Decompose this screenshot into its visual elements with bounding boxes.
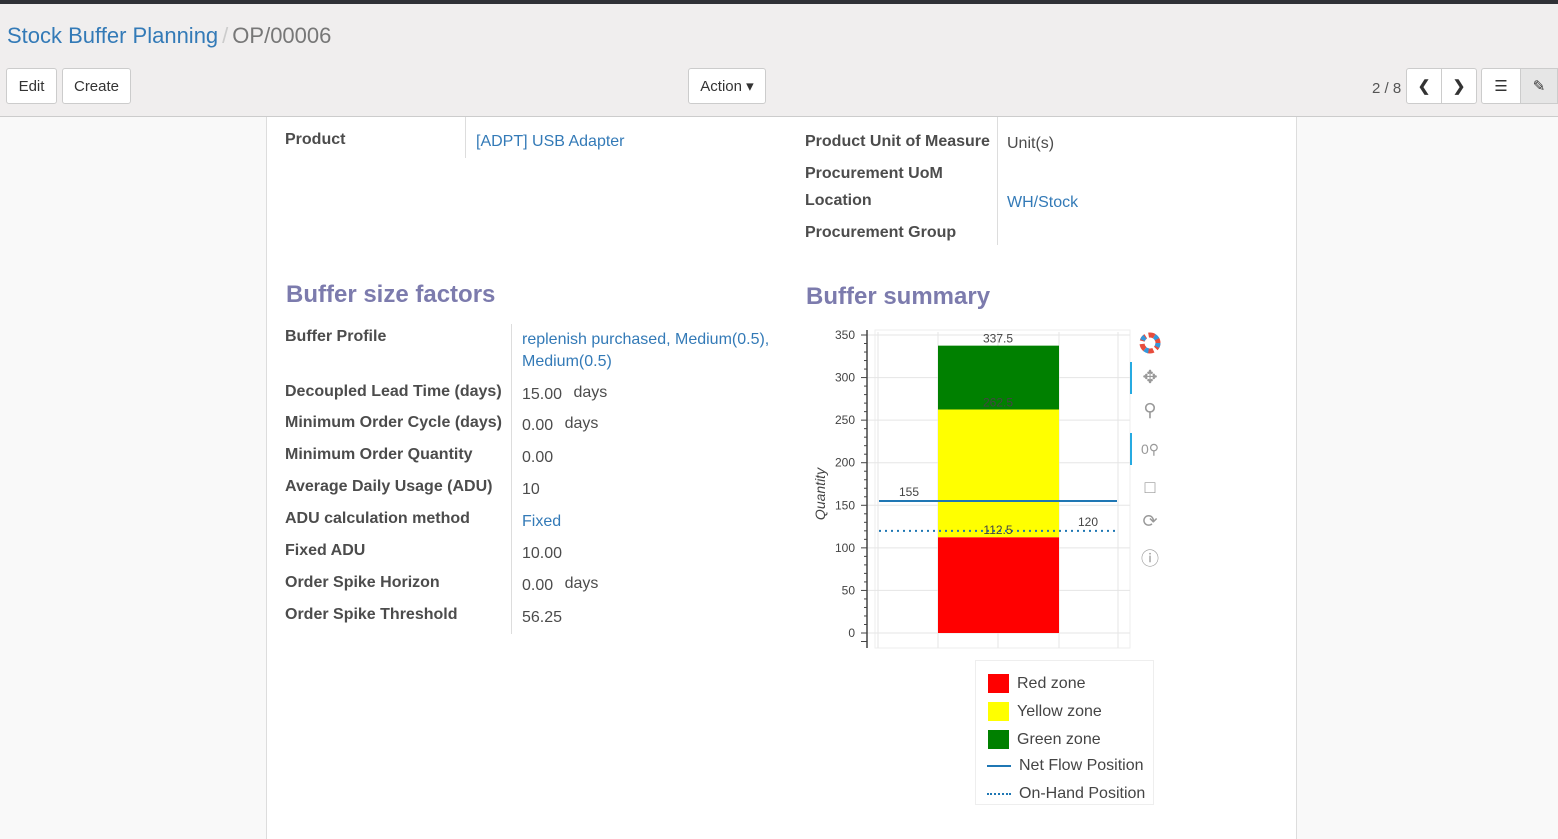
legend-label: Net Flow Position	[1019, 757, 1144, 774]
chevron-left-icon: ❮	[1417, 78, 1431, 95]
bar-green-zone	[938, 345, 1059, 410]
chevron-right-icon: ❯	[1452, 78, 1466, 95]
uom-value: Unit(s)	[1007, 135, 1055, 152]
y-tick-label: 0	[848, 626, 855, 640]
legend-swatch	[988, 674, 1009, 693]
top-bar	[0, 0, 1558, 4]
legend-swatch	[988, 730, 1009, 749]
tool-active-indicator	[1130, 362, 1132, 394]
edit-button[interactable]: Edit	[6, 68, 57, 104]
pager-value: 2 / 8	[1372, 80, 1402, 97]
breadcrumb-current: OP/00006	[232, 23, 332, 48]
list-view-icon: ☰	[1494, 78, 1508, 95]
legend-red-zone: Red zone	[988, 674, 1086, 693]
factor-value: 56.25	[522, 609, 563, 626]
divider	[997, 117, 998, 245]
wheel-zoom-icon[interactable]: 0⚲	[1140, 441, 1160, 457]
chart-legend: Red zone Yellow zone Green zone Net Flow…	[975, 660, 1154, 805]
location-value[interactable]: WH/Stock	[1007, 194, 1079, 211]
y-axis-label: Quantity	[812, 467, 828, 520]
factor-unit: days	[564, 575, 599, 592]
zone-data-label: 337.5	[983, 332, 1013, 346]
breadcrumb: Stock Buffer Planning / OP/00006	[7, 23, 331, 49]
y-tick-label: 150	[835, 498, 855, 512]
factor-label: Decoupled Lead Time (days)	[285, 383, 502, 400]
factor-label: Order Spike Horizon	[285, 574, 440, 591]
factor-value[interactable]: Fixed	[522, 513, 562, 530]
uom-label: Product Unit of Measure	[805, 133, 990, 150]
factor-value: 10.00	[522, 545, 563, 562]
y-tick-label: 250	[835, 413, 855, 427]
help-icon[interactable]: ⓘ	[1141, 549, 1159, 569]
legend-yellow-zone: Yellow zone	[988, 702, 1102, 721]
y-tick-label: 200	[835, 456, 855, 470]
pager-next-button[interactable]: ❯	[1441, 68, 1477, 104]
factor-label: Minimum Order Cycle (days)	[285, 414, 502, 431]
legend-on-hand: On-Hand Position	[987, 785, 1146, 803]
procurement-uom-label: Procurement UoM	[805, 165, 943, 182]
pan-icon[interactable]: ✥	[1142, 367, 1158, 387]
buffer-size-factors-title: Buffer size factors	[286, 281, 496, 308]
legend-label: Yellow zone	[1017, 702, 1102, 720]
list-view-button[interactable]: ☰	[1481, 68, 1521, 104]
line-data-label: 155	[899, 485, 919, 499]
zone-data-label: 112.5	[983, 523, 1012, 537]
create-button[interactable]: Create	[62, 68, 131, 104]
buffer-chart: 0 50 100 150 200 250 300 350 Quantity 112.5 262.5 3…	[812, 328, 1131, 649]
control-panel: Stock Buffer Planning / OP/00006 Edit Crea…	[0, 4, 1558, 117]
y-tick-label: 50	[842, 583, 856, 597]
buffer-summary-title: Buffer summary	[806, 283, 991, 310]
box-zoom-icon[interactable]: ⚲	[1143, 400, 1157, 420]
legend-net-flow: Net Flow Position	[987, 757, 1144, 775]
y-tick-label: 350	[835, 328, 855, 342]
legend-label: Green zone	[1017, 730, 1101, 748]
bokeh-logo-icon[interactable]	[1139, 332, 1161, 354]
action-dropdown[interactable]: Action ▾	[688, 68, 766, 104]
factor-unit: days	[564, 415, 599, 432]
legend-swatch	[988, 702, 1009, 721]
y-tick-label: 100	[835, 541, 855, 555]
product-label: Product	[285, 131, 346, 148]
product-value[interactable]: [ADPT] USB Adapter	[476, 133, 625, 150]
legend-label: On-Hand Position	[1019, 785, 1146, 802]
factor-unit: days	[573, 384, 608, 401]
factor-value: 0.00	[522, 417, 554, 434]
factor-value[interactable]: replenish purchased, Medium(0.5),	[522, 331, 770, 348]
procurement-group-label: Procurement Group	[805, 224, 957, 241]
save-icon[interactable]: □	[1144, 477, 1156, 497]
form-view-icon: ✎	[1532, 78, 1546, 95]
tool-active-indicator	[1130, 433, 1132, 465]
factor-label: Average Daily Usage (ADU)	[285, 478, 493, 495]
y-tick-label: 300	[835, 371, 855, 385]
factor-label: Order Spike Threshold	[285, 606, 458, 623]
legend-swatch	[987, 793, 1011, 795]
legend-swatch	[987, 765, 1011, 767]
reset-icon[interactable]: ⟳	[1142, 511, 1158, 531]
bar-yellow-zone	[938, 409, 1059, 538]
factor-value: 15.00	[522, 386, 563, 403]
factor-label: Buffer Profile	[285, 328, 387, 345]
factor-value: 10	[522, 481, 540, 498]
factor-value: 0.00	[522, 577, 554, 594]
legend-label: Red zone	[1017, 674, 1086, 692]
breadcrumb-parent[interactable]: Stock Buffer Planning	[7, 23, 219, 48]
line-data-label: 120	[1078, 515, 1098, 529]
location-label: Location	[805, 192, 872, 209]
zone-data-label: 262.5	[983, 396, 1013, 410]
legend-green-zone: Green zone	[988, 730, 1101, 749]
breadcrumb-separator: /	[222, 23, 229, 48]
factor-label: Fixed ADU	[285, 542, 366, 559]
divider	[465, 117, 466, 158]
factor-label: Minimum Order Quantity	[285, 446, 473, 463]
factor-label: ADU calculation method	[285, 510, 470, 527]
pager-previous-button[interactable]: ❮	[1406, 68, 1442, 104]
bar-red-zone	[938, 537, 1059, 633]
factor-value-continued[interactable]: Medium(0.5)	[522, 353, 612, 370]
divider	[511, 324, 512, 634]
form-view-button[interactable]: ✎	[1520, 68, 1558, 104]
factor-value: 0.00	[522, 449, 554, 466]
